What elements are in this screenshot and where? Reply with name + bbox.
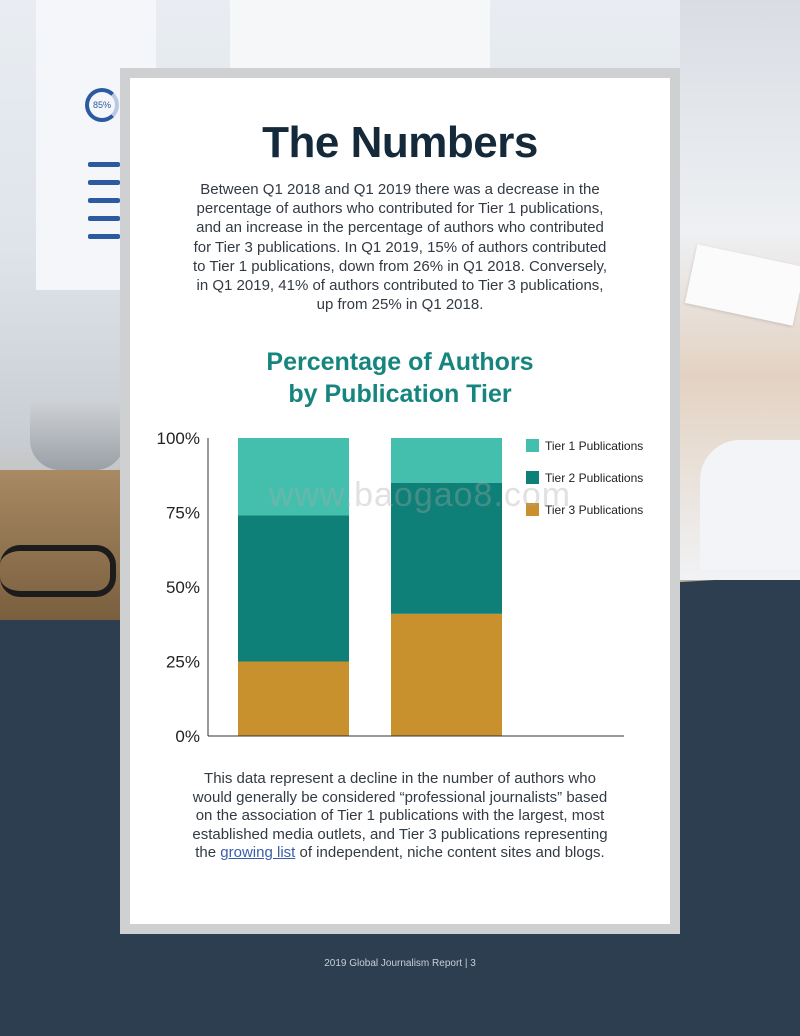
page-title: The Numbers [262,118,538,167]
y-ticks-group: 0% 25% 50% 75% 100% [157,429,200,746]
outro-text-1: This data represent a decline in the num… [192,770,608,862]
bar-segment-tier-3-publications [391,613,502,736]
paper-chart [230,0,490,70]
outro-text-2: of independent, niche content sites and … [295,844,605,862]
monitor-bar [88,198,120,203]
monitor-bar [88,180,120,185]
y-tick-label: 50% [166,578,200,597]
legend-swatch [526,471,539,484]
chart-title-line-2: by Publication Tier [288,380,512,408]
y-tick-label: 25% [166,653,200,672]
legend-label: Tier 3 Publications [545,503,643,517]
legend-label: Tier 2 Publications [545,471,643,485]
shirt-sleeve [700,440,800,570]
monitor-progress-label: 85% [92,100,111,110]
bar-segment-tier-1-publications [391,438,502,483]
outro-paragraph: This data represent a decline in the num… [190,770,610,863]
monitor-bar [88,162,120,167]
legend: Tier 1 Publications Tier 2 Publications Ti… [526,439,643,517]
monitor-bar [88,216,120,221]
legend-label: Tier 1 Publications [545,439,643,453]
monitor-progress-ring: 85% [85,88,119,122]
y-tick-label: 0% [175,727,200,746]
growing-list-link[interactable]: growing list [220,844,296,862]
monitor-bar [88,234,120,239]
intro-paragraph: Between Q1 2018 and Q1 2019 there was a … [192,181,608,314]
y-tick-label: 100% [157,429,200,448]
legend-swatch [526,503,539,516]
bar-segment-tier-1-publications [238,438,349,516]
watermark: www.baogao8.com [268,476,572,514]
chart-title-line-1: Percentage of Authors [266,348,534,376]
y-tick-label: 75% [166,504,200,523]
bars-group [238,438,502,736]
monitor-stand [30,400,125,470]
bar-segment-tier-3-publications [238,661,349,736]
bar-segment-tier-2-publications [238,515,349,662]
eyeglasses [0,545,116,597]
bar-segment-tier-2-publications [391,482,502,614]
footer: 2019 Global Journalism Report | 3 [324,958,476,969]
legend-swatch [526,439,539,452]
chart-title: Percentage of Authors by Publication Tie… [0,346,800,410]
